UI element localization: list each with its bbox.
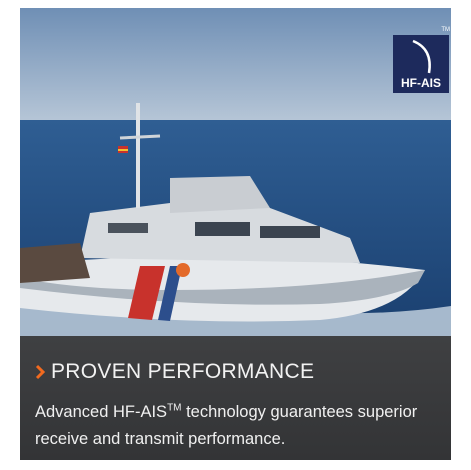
trademark-superscript: TM: [167, 403, 181, 414]
heading: PROVEN PERFORMANCE: [51, 360, 314, 384]
body-text: Advanced HF-AISTM technology guarantees …: [35, 399, 447, 453]
heading-row: PROVEN PERFORMANCE: [35, 360, 314, 384]
logo-trademark: TM: [441, 27, 450, 33]
caption-panel: PROVEN PERFORMANCE Advanced HF-AISTM tec…: [20, 336, 451, 460]
chevron-icon: [35, 364, 45, 380]
body-text-start: Advanced HF-AIS: [35, 403, 167, 421]
logo-arc: [393, 35, 449, 75]
page: {"logo": {"label": "HF-AIS", "trademark"…: [0, 0, 471, 470]
promo-tile: TM HF-AIS PROVEN PERFORMANCE Advanced HF…: [20, 8, 451, 460]
boat-photo: [20, 8, 451, 336]
logo-label: HF-AIS: [393, 76, 449, 90]
hf-ais-logo: TM HF-AIS: [393, 35, 449, 93]
